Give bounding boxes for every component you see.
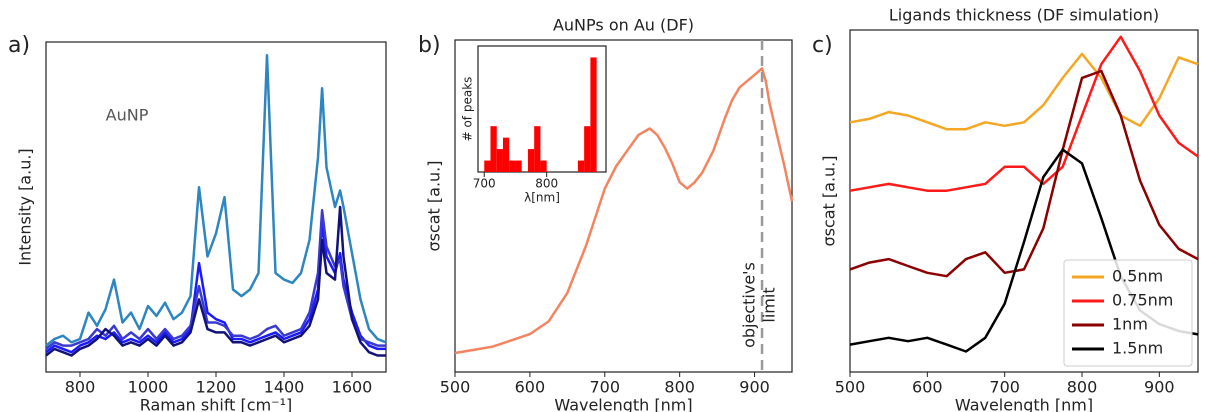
panel-label: b) <box>418 33 441 58</box>
x-tick-label: 1600 <box>332 378 373 397</box>
x-tick-label: 600 <box>515 378 546 397</box>
histogram-bar <box>584 126 591 172</box>
series-line <box>849 35 1199 192</box>
x-axis-label: λ[nm] <box>524 191 560 205</box>
panel: 800 1000 1200 1400 1600 Raman shift [cm⁻¹] Int… <box>8 33 387 412</box>
y-axis-label: σscat [a.u.] <box>820 155 839 246</box>
x-tick-label: 1200 <box>196 378 237 397</box>
x-tick-label: 800 <box>535 177 558 191</box>
particle-label: AuNP <box>106 106 149 125</box>
series-line <box>849 69 1199 278</box>
x-tick-label: 800 <box>664 378 695 397</box>
x-tick-label: 500 <box>835 378 866 397</box>
x-tick-label: 900 <box>739 378 770 397</box>
histogram-bar <box>590 57 597 172</box>
x-tick-label: 700 <box>473 177 496 191</box>
legend-label: 1.5nm <box>1112 339 1163 358</box>
legend-label: 0.5nm <box>1112 267 1163 286</box>
x-tick-label: 500 <box>440 378 471 397</box>
panel: 500 600 700 800 900 Wavelength [nm] σscat [a.u… <box>812 6 1199 412</box>
x-tick-label: 600 <box>912 378 943 397</box>
histogram-bar <box>577 160 585 172</box>
y-axis-label: # of peaks <box>461 77 475 142</box>
series-line <box>454 67 794 355</box>
series-line <box>45 205 386 357</box>
histogram-bar <box>484 160 491 172</box>
histogram-bar <box>496 149 503 172</box>
y-axis-label: σscat [a.u.] <box>425 160 444 251</box>
legend-label: 0.75nm <box>1112 291 1173 310</box>
x-tick-label: 800 <box>1067 378 1098 397</box>
histogram-bar <box>527 149 535 172</box>
x-axis-label: Wavelength [nm] <box>955 396 1093 412</box>
chart-title: Ligands thickness (DF simulation) <box>889 6 1159 25</box>
x-tick-label: 900 <box>1144 378 1175 397</box>
x-axis-label: Raman shift [cm⁻¹] <box>140 396 293 412</box>
x-axis-label: Wavelength [nm] <box>554 396 692 412</box>
limit-label: limit <box>760 287 779 322</box>
panel: 500 600 700 800 900 Wavelength [nm] σscat [a.u… <box>418 16 794 412</box>
series-line <box>849 52 1199 131</box>
legend-label: 1nm <box>1112 315 1148 334</box>
histogram-bar <box>502 137 510 172</box>
limit-label: objective's <box>740 262 759 348</box>
histogram-bar <box>534 126 541 172</box>
panel-label: c) <box>812 33 833 58</box>
x-tick-label: 700 <box>989 378 1020 397</box>
y-axis-label: Intensity [a.u.] <box>16 148 35 265</box>
histogram-bar <box>515 160 522 172</box>
substrate-label: Au <box>116 176 137 195</box>
x-tick-label: 1400 <box>264 378 305 397</box>
x-tick-label: 1000 <box>128 378 169 397</box>
x-tick-label: 700 <box>590 378 621 397</box>
histogram-bar <box>540 160 547 172</box>
panel-label: a) <box>8 33 30 58</box>
x-tick-label: 800 <box>65 378 96 397</box>
chart-title: AuNPs on Au (DF) <box>553 16 694 35</box>
legend-box <box>1063 259 1193 367</box>
histogram-bar <box>490 126 497 172</box>
histogram-bar <box>509 160 516 172</box>
series-line <box>45 53 387 347</box>
